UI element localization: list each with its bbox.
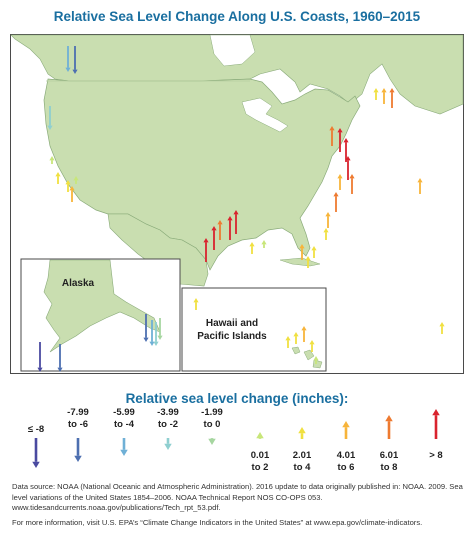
- station-arrow: [227, 216, 233, 240]
- legend-label-6: 2.01 to 4: [292, 450, 312, 473]
- station-arrow: [193, 298, 199, 310]
- legend-label-8: 6.01 to 8: [379, 450, 399, 473]
- station-arrow: [311, 246, 317, 258]
- legend-arrow-8: [385, 415, 393, 439]
- legend-arrow-4: [208, 438, 216, 445]
- hudson-bay: [209, 34, 256, 67]
- hawaii-label-line1: Hawaii and: [206, 318, 258, 329]
- station-arrow: [47, 106, 53, 130]
- station-arrow: [233, 210, 239, 234]
- legend-label-3: -3.99 to -2: [157, 407, 179, 430]
- hawaii-label-line2: Pacific Islands: [197, 331, 267, 342]
- station-arrow: [333, 192, 339, 212]
- legend-label-5: 0.01 to 2: [250, 450, 270, 473]
- station-arrow: [337, 128, 343, 152]
- station-arrow: [349, 174, 355, 194]
- legend-label-9: > 8: [429, 450, 443, 461]
- station-arrow: [325, 212, 331, 228]
- legend-arrow-3: [164, 438, 172, 450]
- station-arrow: [417, 178, 423, 194]
- station-arrow: [261, 240, 267, 248]
- legend-arrow-2: [120, 438, 128, 456]
- station-arrow: [49, 156, 55, 164]
- legend-arrow-1: [74, 438, 82, 462]
- station-arrow: [69, 186, 75, 202]
- hawaii-islands: [291, 346, 323, 369]
- sea-level-map: Alaska Hawaii and Pacific Islands: [10, 34, 464, 374]
- station-arrow: [149, 320, 155, 346]
- legend-arrow-5: [256, 432, 264, 439]
- station-arrow: [309, 340, 315, 352]
- legend-label-2: -5.99 to -4: [113, 407, 135, 430]
- great-lakes: [241, 97, 289, 133]
- station-arrow: [65, 180, 71, 192]
- station-arrow: [345, 156, 351, 180]
- legend-arrow-9: [432, 409, 440, 439]
- canada-landmass: [10, 34, 464, 115]
- station-arrow: [313, 356, 319, 364]
- legend-arrow-0: [32, 438, 40, 468]
- legend-title: Relative sea level change (inches):: [125, 391, 349, 406]
- station-arrow: [323, 228, 329, 240]
- station-arrow: [57, 344, 63, 372]
- alaska-label: Alaska: [62, 278, 95, 289]
- legend-label-1: -7.99 to -6: [67, 407, 89, 430]
- legend-arrow-7: [342, 421, 350, 439]
- station-arrow: [293, 332, 299, 344]
- cuba-landmass: [279, 257, 321, 267]
- station-arrow: [299, 244, 305, 260]
- legend-label-4: -1.99 to 0: [201, 407, 223, 430]
- station-arrow: [373, 88, 379, 100]
- legend-arrow-6: [298, 427, 306, 439]
- station-arrow: [381, 88, 387, 104]
- legend-arrows: [32, 409, 440, 468]
- source-citation: Data source: NOAA (National Oceanic and …: [12, 482, 463, 512]
- station-arrows: [37, 46, 445, 372]
- station-arrow: [285, 336, 291, 348]
- station-arrow: [343, 138, 349, 162]
- station-arrow: [301, 326, 307, 342]
- station-arrow: [329, 126, 335, 146]
- alaska-landmass: [43, 259, 161, 353]
- mexico-landmass: [107, 213, 209, 287]
- station-arrow: [37, 342, 43, 372]
- station-arrow: [157, 318, 163, 340]
- legend-label-7: 4.01 to 6: [336, 450, 356, 473]
- station-arrow: [72, 46, 78, 74]
- source-note: Data source: NOAA (National Oceanic and …: [12, 482, 464, 528]
- station-arrow: [249, 242, 255, 254]
- station-arrow: [439, 322, 445, 334]
- station-arrow: [305, 256, 311, 268]
- station-arrow: [73, 176, 79, 184]
- station-arrow: [203, 238, 209, 262]
- station-arrow: [217, 220, 223, 240]
- station-arrow: [337, 174, 343, 190]
- station-arrow: [65, 46, 71, 72]
- page-title: Relative Sea Level Change Along U.S. Coa…: [53, 9, 421, 24]
- source-more-info: For more information, visit U.S. EPA’s “…: [12, 517, 423, 527]
- legend-label-0: ≤ -8: [27, 424, 45, 435]
- station-arrow: [143, 314, 149, 342]
- station-arrow: [211, 226, 217, 250]
- station-arrow: [55, 172, 61, 184]
- station-arrow: [389, 88, 395, 108]
- station-arrow: [153, 322, 159, 346]
